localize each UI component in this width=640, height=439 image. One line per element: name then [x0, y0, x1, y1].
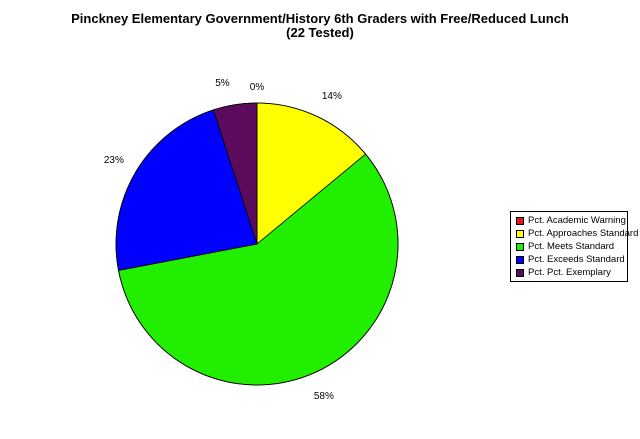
slice-label-approaches-standard: 14%: [322, 91, 342, 102]
legend-item-meets-standard: Pct. Meets Standard: [516, 240, 623, 253]
slice-label-exemplary: 5%: [215, 78, 230, 89]
legend: Pct. Academic Warning Pct. Approaches St…: [510, 211, 638, 282]
legend-item-academic-warning: Pct. Academic Warning: [516, 214, 626, 227]
legend-label: Pct. Approaches Standard: [528, 228, 639, 239]
chart-title-block: Pinckney Elementary Government/History 6…: [0, 12, 640, 40]
chart-title: Pinckney Elementary Government/History 6…: [71, 11, 569, 26]
legend-label: Pct. Exceeds Standard: [528, 254, 625, 265]
slice-label-meets-standard: 58%: [314, 391, 334, 402]
legend-swatch: [516, 242, 524, 251]
legend-label: Pct. Meets Standard: [528, 241, 615, 252]
legend-item-approaches-standard: Pct. Approaches Standard: [516, 227, 638, 240]
slice-label-academic-warning: 0%: [250, 82, 265, 93]
legend-swatch: [516, 216, 524, 225]
legend-swatch: [516, 255, 524, 264]
chart-subtitle: (22 Tested): [286, 25, 354, 40]
slice-label-exceeds-standard: 23%: [104, 155, 124, 166]
pie-outline: [115, 102, 399, 386]
pie-labels: 0% 14% 58% 23% 5%: [104, 78, 342, 402]
legend-swatch: [516, 268, 524, 277]
pie-slices: [115, 102, 399, 386]
legend-label: Pct. Pct. Exemplary: [528, 267, 611, 278]
legend-swatch: [516, 229, 524, 238]
legend-item-exceeds-standard: Pct. Exceeds Standard: [516, 253, 625, 266]
legend-item-exemplary: Pct. Pct. Exemplary: [516, 266, 623, 279]
legend-label: Pct. Academic Warning: [528, 215, 626, 226]
